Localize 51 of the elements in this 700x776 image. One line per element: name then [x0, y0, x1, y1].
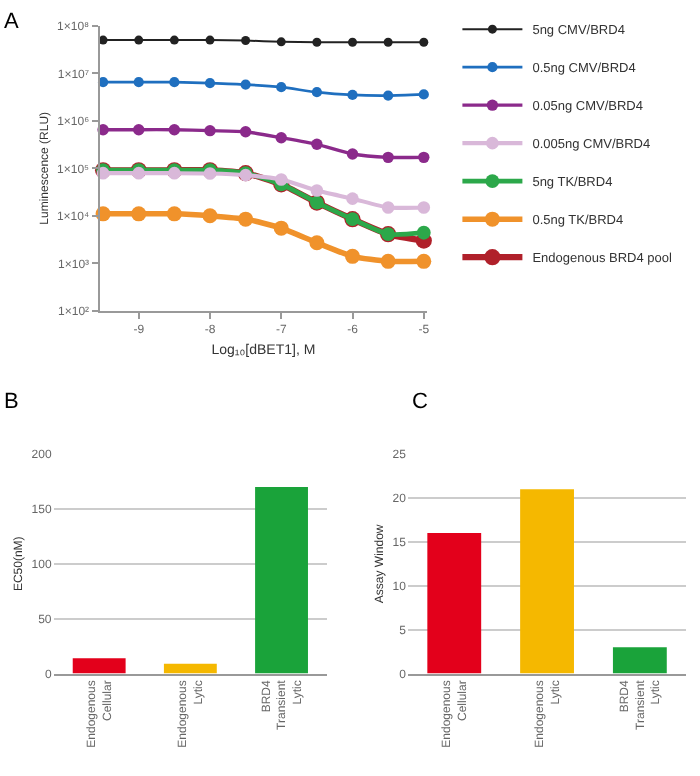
point [134, 35, 144, 45]
point [347, 89, 358, 101]
point [131, 206, 147, 222]
point [273, 220, 289, 236]
point [416, 253, 432, 269]
point [166, 206, 182, 222]
point [416, 225, 431, 240]
point [133, 123, 145, 136]
point [312, 37, 322, 47]
point [169, 35, 179, 45]
point [133, 77, 144, 88]
point [417, 201, 431, 214]
bar [612, 647, 667, 674]
point [310, 184, 324, 197]
point [309, 235, 325, 251]
point [202, 208, 218, 224]
bar [520, 489, 574, 674]
point [418, 151, 430, 164]
bar [163, 663, 217, 674]
point [383, 37, 393, 47]
point [382, 151, 394, 164]
point [276, 82, 287, 93]
point [346, 192, 359, 205]
point [348, 37, 358, 47]
point [204, 124, 216, 137]
point [276, 37, 286, 47]
point [204, 78, 216, 89]
point [381, 201, 395, 214]
point [419, 37, 429, 47]
chart-title: A [4, 10, 20, 34]
point [346, 148, 359, 160]
point [240, 79, 251, 90]
point [205, 35, 215, 45]
point [345, 248, 361, 264]
bar [255, 486, 308, 674]
point [383, 90, 394, 101]
point [311, 87, 322, 98]
point [311, 138, 323, 151]
chart-title: B [4, 390, 19, 414]
point [241, 36, 251, 46]
bar [72, 658, 126, 674]
point [380, 253, 396, 269]
point [169, 77, 180, 88]
point [239, 125, 252, 138]
point [275, 132, 287, 144]
point [274, 173, 288, 186]
point [168, 123, 181, 136]
point [238, 211, 254, 227]
chart-title: C [412, 390, 428, 414]
point [418, 89, 429, 100]
bar [427, 533, 482, 674]
